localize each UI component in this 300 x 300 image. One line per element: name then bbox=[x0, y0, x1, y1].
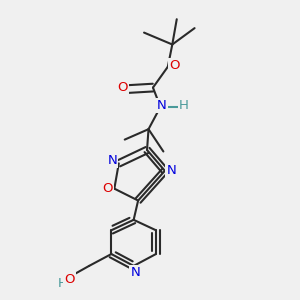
Text: N: N bbox=[107, 154, 117, 167]
Text: O: O bbox=[117, 81, 128, 94]
Text: H: H bbox=[57, 277, 67, 290]
Text: O: O bbox=[169, 59, 180, 72]
Text: N: N bbox=[167, 164, 176, 177]
Text: N: N bbox=[157, 99, 167, 112]
Text: O: O bbox=[64, 273, 75, 286]
Text: H: H bbox=[178, 99, 188, 112]
Text: N: N bbox=[130, 266, 140, 279]
Text: O: O bbox=[103, 182, 113, 195]
